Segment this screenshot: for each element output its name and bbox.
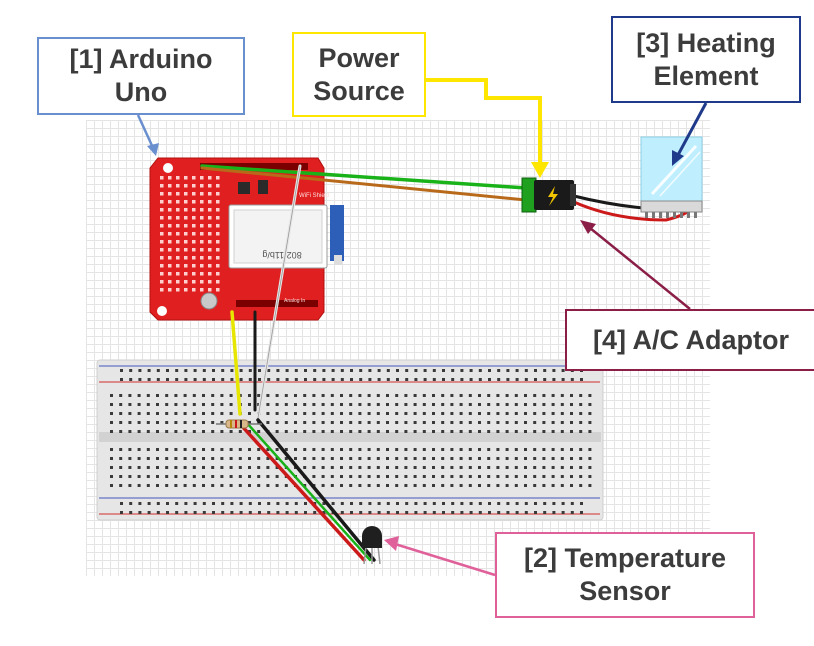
heating-element bbox=[640, 136, 703, 218]
red-wire-sensor bbox=[238, 422, 366, 562]
label-heating-element: [3] Heating Element bbox=[611, 16, 801, 103]
label-temperature-sensor: [2] Temperature Sensor bbox=[495, 532, 755, 618]
ic-chip bbox=[258, 180, 268, 194]
yellow-wire bbox=[230, 310, 242, 416]
wires bbox=[200, 164, 692, 562]
pointer-temperature bbox=[394, 542, 496, 577]
label-ac-adaptor: [4] A/C Adaptor bbox=[565, 309, 814, 371]
antenna-connector bbox=[330, 205, 344, 261]
analog-in-label: Analog In bbox=[284, 298, 305, 304]
proto-area-holes bbox=[160, 176, 220, 292]
black-wire-sensor bbox=[256, 418, 376, 562]
shield-label: WiFi Shield bbox=[299, 193, 329, 199]
pointer-adaptor bbox=[589, 227, 691, 310]
lightning-icon bbox=[548, 186, 558, 206]
black-wire-heater bbox=[572, 194, 646, 210]
ic-chip bbox=[238, 182, 250, 194]
header-top bbox=[200, 163, 308, 170]
resistor bbox=[216, 419, 262, 429]
mounting-hole bbox=[163, 163, 173, 173]
green-wire bbox=[200, 164, 528, 190]
pointer-arduino bbox=[136, 114, 156, 151]
pointer-power bbox=[426, 78, 542, 168]
breadboard bbox=[96, 359, 604, 521]
module-label: 802.11b/g bbox=[262, 250, 301, 260]
power-jack bbox=[521, 177, 576, 213]
reset-button bbox=[200, 292, 218, 310]
label-arduino-uno: [1] Arduino Uno bbox=[37, 37, 245, 115]
pointer-heating bbox=[676, 102, 708, 156]
green-wire-sensor bbox=[244, 420, 372, 562]
mounting-hole bbox=[157, 306, 167, 316]
arduino-board: 802.11b/g WiFi Shield Analog In bbox=[149, 157, 344, 321]
temperature-sensor bbox=[362, 526, 382, 565]
heater-pins bbox=[645, 212, 697, 218]
orange-wire bbox=[200, 166, 528, 202]
label-power-source: Power Source bbox=[292, 32, 426, 117]
